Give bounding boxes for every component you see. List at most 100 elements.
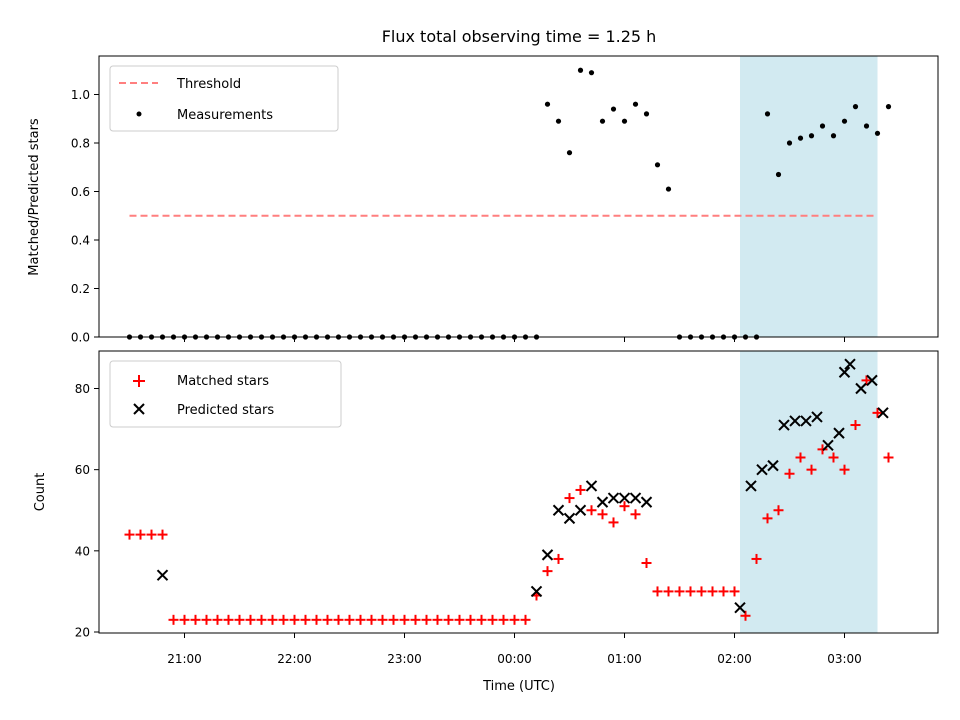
predicted-star-point [789, 415, 801, 427]
predicted-star-point [745, 480, 757, 492]
measurement-point [786, 140, 793, 146]
matched-star-point [498, 614, 509, 625]
predicted-star-point [866, 374, 878, 387]
legend-predicted-label: Predicted stars [177, 403, 274, 418]
matched-star-point [784, 468, 795, 479]
measurement-point [621, 118, 628, 124]
measurement-point [863, 123, 870, 129]
matched-star-point [333, 614, 344, 625]
matched-star-point [729, 586, 740, 597]
top-y-tick-label: 0.0 [71, 331, 90, 345]
measurement-point [819, 123, 826, 129]
matched-star-point [157, 529, 168, 540]
matched-star-point [509, 614, 520, 625]
measurement-point [577, 67, 584, 73]
bottom-x-tick-label: 01:00 [607, 652, 642, 666]
measurement-point [665, 186, 672, 192]
top-y-axis-label: Matched/Predicted stars [27, 118, 42, 276]
measurement-point [643, 111, 650, 117]
predicted-star-point [563, 512, 576, 525]
chart-title: Flux total observing time = 1.25 h [382, 27, 657, 46]
bottom-y-tick-label: 60 [75, 463, 90, 477]
measurement-point [654, 162, 661, 168]
measurement-point [588, 70, 595, 76]
measurement-point [797, 135, 804, 141]
matched-star-point [465, 614, 476, 625]
predicted-star-point [596, 496, 609, 508]
matched-star-point [344, 614, 355, 625]
bottom-y-axis-label: Count [33, 473, 48, 512]
matched-star-point [135, 529, 146, 540]
matched-star-point [883, 452, 894, 463]
matched-star-point [212, 614, 223, 625]
measurement-point [764, 111, 771, 117]
top-y-tick-label: 0.4 [71, 234, 90, 248]
matched-star-point [311, 614, 322, 625]
top-axes-frame [98, 55, 939, 338]
predicted-star-point [156, 569, 169, 581]
bottom-x-tick-label: 21:00 [167, 652, 202, 666]
top-highlight-band [740, 56, 878, 337]
matched-star-point [751, 553, 762, 564]
predicted-star-point [811, 411, 823, 423]
matched-star-point [443, 614, 454, 625]
predicted-star-point [585, 480, 598, 492]
matched-star-point [399, 614, 410, 625]
matched-star-point [201, 614, 212, 625]
predicted-star-point [877, 407, 889, 419]
legend-measurements-label: Measurements [177, 108, 273, 123]
top-y-tick-label: 0.2 [71, 282, 90, 296]
matched-star-point [652, 586, 663, 597]
measurement-point [841, 118, 848, 124]
top-y-axis: 0.0 0.2 0.4 0.6 0.8 1.0 [71, 88, 99, 345]
predicted-star-point [778, 419, 790, 431]
bottom-highlight-band [740, 351, 878, 633]
matched-star-point [740, 610, 751, 621]
matched-star-point [366, 614, 377, 625]
matched-star-point [454, 614, 465, 625]
top-y-tick-label: 0.6 [71, 185, 90, 199]
matched-star-point [322, 614, 333, 625]
matched-star-point [421, 614, 432, 625]
bottom-y-tick-label: 20 [75, 626, 90, 640]
predicted-star-points [156, 358, 889, 614]
bottom-y-axis: 20 40 60 80 [75, 382, 99, 640]
legend-matched-label: Matched stars [177, 374, 269, 389]
bottom-x-axis: 21:00 22:00 23:00 00:00 01:00 02:00 03:00 [167, 633, 862, 666]
matched-star-point [278, 614, 289, 625]
measurement-point [544, 101, 551, 107]
top-legend: Threshold Measurements [109, 65, 339, 132]
predicted-star-point [767, 459, 779, 472]
predicted-star-point [855, 382, 867, 395]
matched-star-point [542, 566, 553, 577]
top-y-tick-label: 0.8 [71, 137, 90, 151]
predicted-star-point [629, 492, 642, 504]
predicted-star-point [833, 427, 845, 439]
measurement-point [566, 150, 573, 156]
matched-star-point [432, 614, 443, 625]
matched-star-point [586, 505, 597, 516]
matched-star-points [124, 375, 894, 625]
matched-star-point [630, 509, 641, 520]
matched-star-point [861, 375, 872, 386]
matched-star-point [256, 614, 267, 625]
predicted-star-point [822, 439, 834, 452]
measurement-point [885, 104, 892, 110]
matched-star-point [146, 529, 157, 540]
measurement-point [830, 133, 837, 139]
matched-star-point [179, 614, 190, 625]
bottom-panel: 20 40 60 80 21:00 22:00 23:00 00:00 01:00 02:00 0… [33, 350, 939, 694]
matched-star-point [476, 614, 487, 625]
matched-star-point [553, 553, 564, 564]
predicted-star-point [530, 585, 543, 598]
matched-star-point [377, 614, 388, 625]
predicted-star-point [607, 492, 620, 504]
matched-star-point [355, 614, 366, 625]
predicted-star-point [552, 504, 565, 516]
predicted-star-point [756, 463, 768, 476]
measurement-point [632, 101, 639, 107]
matched-star-point [839, 464, 850, 475]
matched-star-point [267, 614, 278, 625]
measurement-point [610, 106, 617, 112]
